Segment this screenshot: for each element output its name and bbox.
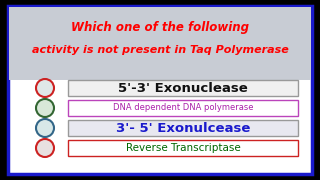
Text: 3'- 5' Exonulcease: 3'- 5' Exonulcease bbox=[116, 122, 250, 134]
Circle shape bbox=[36, 139, 54, 157]
Text: activity is not present in Taq Polymerase: activity is not present in Taq Polymeras… bbox=[32, 45, 288, 55]
Text: Reverse Transcriptase: Reverse Transcriptase bbox=[126, 143, 240, 153]
Text: 5'-3' Exonuclease: 5'-3' Exonuclease bbox=[118, 82, 248, 94]
FancyBboxPatch shape bbox=[68, 120, 298, 136]
Circle shape bbox=[36, 119, 54, 137]
Text: Which one of the following: Which one of the following bbox=[71, 21, 249, 35]
Circle shape bbox=[36, 99, 54, 117]
Text: DNA dependent DNA polymerase: DNA dependent DNA polymerase bbox=[113, 103, 253, 112]
FancyBboxPatch shape bbox=[68, 140, 298, 156]
FancyBboxPatch shape bbox=[8, 6, 312, 174]
FancyBboxPatch shape bbox=[68, 100, 298, 116]
Circle shape bbox=[36, 79, 54, 97]
FancyBboxPatch shape bbox=[68, 80, 298, 96]
FancyBboxPatch shape bbox=[9, 7, 311, 80]
